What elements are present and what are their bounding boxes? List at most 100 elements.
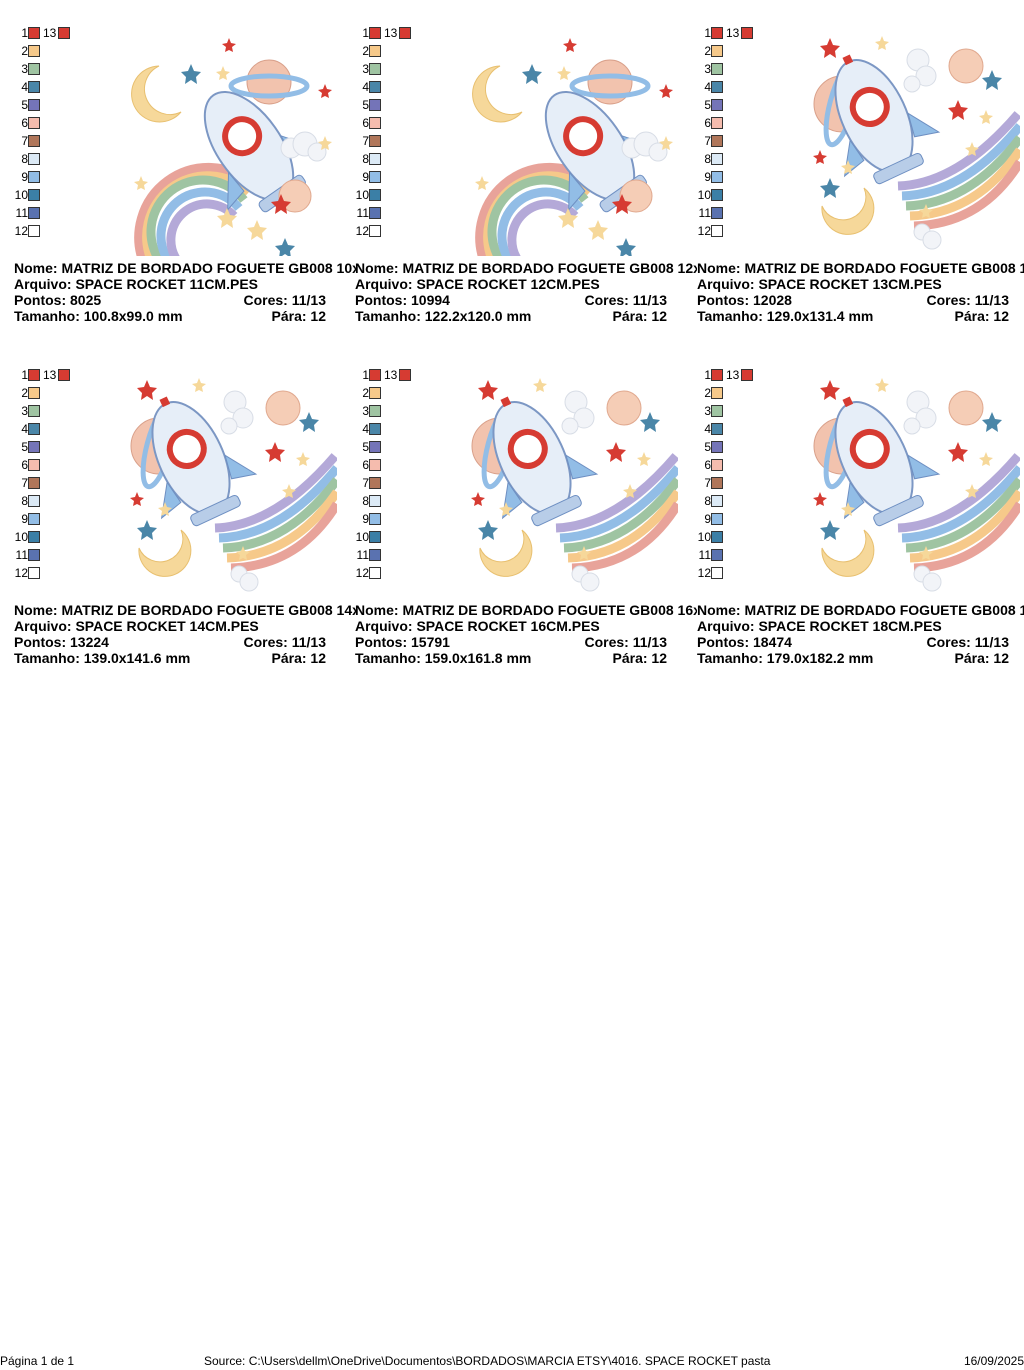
design-card: 1 13 2 3 4 5 6 7 8 9 10 11 12: [355, 368, 697, 698]
color-swatch: [28, 423, 40, 435]
design-size: Tamanho: 100.8x99.0 mm: [14, 308, 183, 324]
color-index: 1: [362, 368, 369, 382]
color-swatch: [369, 567, 381, 579]
color-swatch: [28, 459, 40, 471]
color-index: 11: [15, 206, 28, 220]
color-swatch: [711, 387, 723, 399]
color-swatch: [741, 369, 753, 381]
color-index: 11: [15, 548, 28, 562]
design-name: Nome: MATRIZ DE BORDADO FOGUETE GB008 13…: [697, 260, 1024, 276]
print-date: 16/09/2025: [963, 1354, 1024, 1368]
color-index: 7: [704, 476, 711, 490]
design-colors: Cores: 11/13: [584, 292, 668, 308]
color-swatch: [711, 99, 723, 111]
rocket-embroidery-illustration: [813, 36, 1020, 250]
color-index: 9: [21, 170, 28, 184]
color-index: 4: [704, 422, 711, 436]
color-index: 8: [21, 494, 28, 508]
color-swatch: [399, 27, 411, 39]
color-index: 1: [704, 368, 711, 382]
color-index: 4: [21, 80, 28, 94]
color-index: 3: [362, 62, 369, 76]
color-index: 12: [355, 224, 369, 238]
design-size: Tamanho: 129.0x131.4 mm: [697, 308, 874, 324]
color-swatch: [711, 405, 723, 417]
color-swatch: [369, 99, 381, 111]
color-swatch: [711, 117, 723, 129]
design-stops: Pára: 12: [612, 650, 667, 666]
design-colors: Cores: 11/13: [926, 292, 1010, 308]
design-stops: Pára: 12: [271, 650, 326, 666]
color-index: 3: [704, 62, 711, 76]
color-swatch: [711, 531, 723, 543]
color-swatch: [369, 477, 381, 489]
color-index: 6: [21, 116, 28, 130]
color-swatch: [369, 441, 381, 453]
color-index: 3: [362, 404, 369, 418]
color-index: 9: [362, 170, 369, 184]
color-index: 1: [21, 26, 28, 40]
color-swatch: [711, 495, 723, 507]
color-swatch: [369, 27, 381, 39]
color-swatch: [369, 81, 381, 93]
color-swatch: [369, 135, 381, 147]
color-index: 1: [21, 368, 28, 382]
rocket-embroidery-illustration: [131, 38, 332, 256]
color-swatch: [58, 369, 70, 381]
color-index: 5: [362, 98, 369, 112]
color-index: 10: [697, 530, 711, 544]
design-card: 1 13 2 3 4 5 6 7 8 9 10 11 12: [697, 26, 1024, 356]
color-swatch: [369, 63, 381, 75]
design-points: Pontos: 12028: [697, 292, 792, 308]
color-index: 6: [362, 116, 369, 130]
color-index: 11: [356, 206, 369, 220]
color-swatch: [711, 567, 723, 579]
color-index: 13: [384, 368, 398, 382]
design-colors: Cores: 11/13: [584, 634, 668, 650]
color-index: 5: [704, 98, 711, 112]
color-swatch: [741, 27, 753, 39]
color-index: 4: [704, 80, 711, 94]
design-colors: Cores: 11/13: [243, 634, 327, 650]
rocket-embroidery-illustration: [130, 378, 337, 592]
color-index: 12: [697, 224, 711, 238]
design-name: Nome: MATRIZ DE BORDADO FOGUETE GB008 12…: [355, 260, 697, 276]
design-points: Pontos: 15791: [355, 634, 450, 650]
color-swatch: [28, 477, 40, 489]
color-swatch: [28, 99, 40, 111]
design-file: Arquivo: SPACE ROCKET 11CM.PES: [14, 276, 259, 292]
color-index: 5: [362, 440, 369, 454]
design-card: 1 13 2 3 4 5 6 7 8 9 10 11 12: [355, 26, 697, 356]
design-card: 1 13 2 3 4 5 6 7 8 9 10 11 12: [14, 368, 356, 698]
color-index: 12: [697, 566, 711, 580]
color-swatch: [711, 171, 723, 183]
color-index: 2: [704, 386, 711, 400]
color-index: 6: [704, 116, 711, 130]
color-swatch: [369, 45, 381, 57]
design-file: Arquivo: SPACE ROCKET 14CM.PES: [14, 618, 259, 634]
design-file: Arquivo: SPACE ROCKET 16CM.PES: [355, 618, 600, 634]
color-index: 11: [356, 548, 369, 562]
color-index: 12: [355, 566, 369, 580]
color-swatch: [28, 369, 40, 381]
design-name: Nome: MATRIZ DE BORDADO FOGUETE GB008 10…: [14, 260, 356, 276]
color-index: 9: [21, 512, 28, 526]
color-index: 13: [43, 368, 57, 382]
design-file: Arquivo: SPACE ROCKET 18CM.PES: [697, 618, 942, 634]
color-swatch: [28, 207, 40, 219]
color-swatch: [369, 225, 381, 237]
color-index: 3: [704, 404, 711, 418]
color-swatch: [28, 531, 40, 543]
rocket-embroidery-illustration: [471, 378, 678, 592]
color-swatch: [369, 549, 381, 561]
rocket-embroidery-illustration: [472, 38, 673, 256]
color-index: 13: [726, 26, 740, 40]
color-swatch: [369, 153, 381, 165]
design-stops: Pára: 12: [271, 308, 326, 324]
color-index: 2: [21, 44, 28, 58]
color-index: 10: [14, 530, 28, 544]
color-index: 10: [355, 188, 369, 202]
color-swatch: [28, 153, 40, 165]
color-swatch: [711, 423, 723, 435]
design-name: Nome: MATRIZ DE BORDADO FOGUETE GB008 14…: [14, 602, 356, 618]
